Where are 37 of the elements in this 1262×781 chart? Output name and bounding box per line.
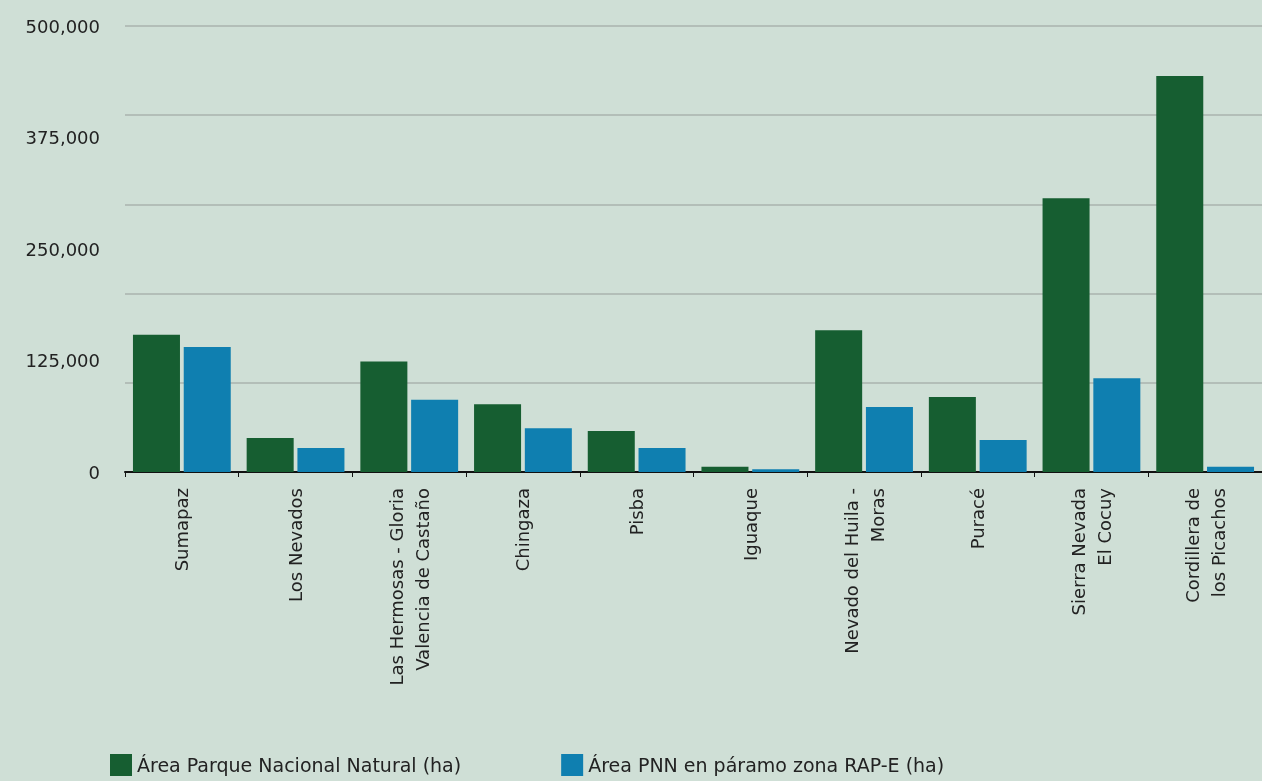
y-tick-label: 375,000 xyxy=(25,127,100,148)
bar xyxy=(297,447,345,472)
legend-label: Área Parque Nacional Natural (ha) xyxy=(137,754,462,776)
bar xyxy=(1042,198,1090,472)
x-tick-label: Las Hermosas - Gloria Valencia de Castaño xyxy=(385,488,433,686)
bar xyxy=(474,404,522,472)
x-tick-label: Nevado del Huila - Moras xyxy=(840,488,888,654)
bar xyxy=(1093,378,1141,472)
y-tick-label: 125,000 xyxy=(25,350,100,371)
x-tick-label: Puracé xyxy=(967,488,989,550)
bar xyxy=(979,439,1027,472)
bar xyxy=(524,428,572,472)
x-tick-label: Pisba xyxy=(626,488,648,536)
bar xyxy=(360,361,408,472)
bar xyxy=(865,406,913,472)
x-tick-label: Iguaque xyxy=(739,488,761,562)
bar xyxy=(815,330,863,472)
bar xyxy=(928,397,976,472)
bar xyxy=(411,399,459,472)
bar xyxy=(1207,466,1255,472)
x-tick-label: Los Nevados xyxy=(285,488,307,602)
y-tick-label: 250,000 xyxy=(25,238,100,260)
bar xyxy=(1156,75,1204,472)
x-tick-label: Chingaza xyxy=(512,488,534,572)
bar xyxy=(701,466,749,472)
bar xyxy=(132,334,180,472)
legend-label: Área PNN en páramo zona RAP-E (ha) xyxy=(588,754,945,776)
bar xyxy=(246,438,294,472)
bar xyxy=(752,469,800,472)
bar xyxy=(587,430,635,472)
x-tick-label: Sierra Nevada El Cocuy xyxy=(1067,487,1115,616)
y-tick-label: 500,000 xyxy=(25,15,100,37)
x-tick-label: Sumapaz xyxy=(171,488,193,572)
x-tick-label: Cordillera de los Picachos xyxy=(1181,488,1229,603)
bar xyxy=(183,347,231,472)
bar xyxy=(638,447,686,472)
y-tick-label: 0 xyxy=(88,461,100,483)
